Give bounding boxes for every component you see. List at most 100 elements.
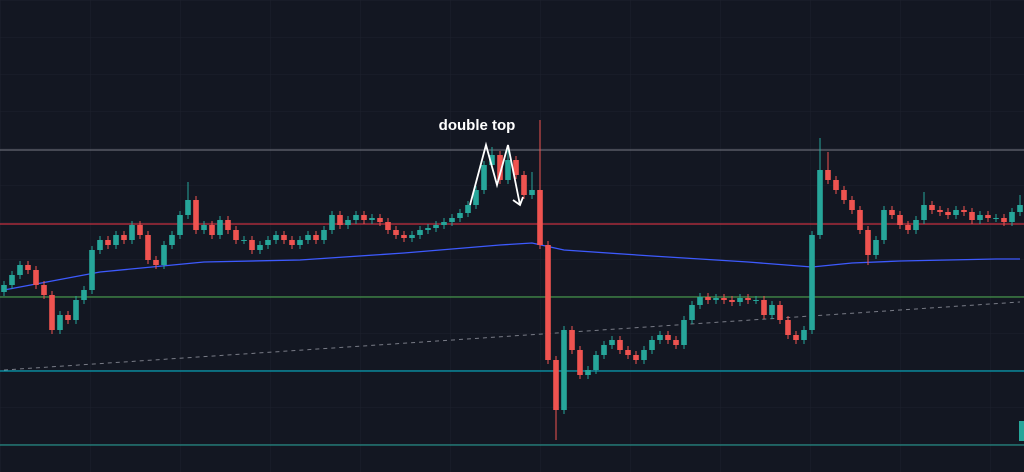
candle-body (673, 340, 679, 345)
candle-body (369, 218, 375, 220)
candle-body (769, 305, 775, 315)
candle-body (89, 250, 95, 290)
candle-body (177, 215, 183, 235)
candle-body (737, 298, 743, 302)
candle-body (225, 220, 231, 230)
candle-body (57, 315, 63, 330)
candle-body (505, 160, 511, 180)
candle-body (897, 215, 903, 225)
candle-body (529, 190, 535, 195)
candle-body (361, 215, 367, 220)
candle-body (833, 180, 839, 190)
candle-body (553, 360, 559, 410)
candle-body (1009, 212, 1015, 222)
candle-body (585, 370, 591, 375)
candle-body (641, 350, 647, 360)
candle-body (273, 235, 279, 240)
candle-body (1017, 205, 1023, 212)
candle-body (921, 205, 927, 220)
candle-body (681, 320, 687, 345)
candle-body (785, 320, 791, 335)
candle-body (73, 300, 79, 320)
price-marker (1019, 421, 1024, 441)
candle-body (609, 340, 615, 345)
candle-body (465, 205, 471, 213)
candle-body (841, 190, 847, 200)
candle-body (233, 230, 239, 240)
candle-body (929, 205, 935, 210)
candle-body (113, 235, 119, 245)
candle-body (569, 330, 575, 350)
candle-body (9, 275, 15, 285)
candle-body (729, 300, 735, 302)
trend-line (3, 301, 1021, 371)
candle-body (193, 200, 199, 230)
candle-body (809, 235, 815, 330)
candle-body (617, 340, 623, 350)
candle-body (849, 200, 855, 210)
candle-body (953, 210, 959, 215)
candle-body (713, 298, 719, 300)
candle-body (633, 355, 639, 360)
candle-body (65, 315, 71, 320)
candle-body (289, 240, 295, 245)
candle-body (561, 330, 567, 410)
candle-body (753, 300, 759, 301)
annotation: double top (439, 117, 516, 134)
candle-body (889, 210, 895, 215)
candle-body (201, 225, 207, 230)
candle-body (665, 335, 671, 340)
candle-body (865, 230, 871, 255)
candle-body (705, 297, 711, 300)
candle-body (265, 240, 271, 245)
candle-body (97, 240, 103, 250)
candle-body (777, 305, 783, 320)
candle-body (409, 235, 415, 238)
candle-body (441, 222, 447, 225)
moving-average (3, 242, 1020, 291)
candle-body (913, 220, 919, 230)
candle-body (17, 265, 23, 275)
candle-body (337, 215, 343, 225)
candle-body (649, 340, 655, 350)
candle-body (489, 155, 495, 165)
candle-body (169, 235, 175, 245)
candle-body (49, 295, 55, 330)
candle-body (857, 210, 863, 230)
candle-body (937, 210, 943, 212)
candle-body (321, 230, 327, 240)
candle-body (697, 297, 703, 305)
candle-body (41, 285, 47, 295)
plot-area (0, 120, 1024, 446)
candle-body (353, 215, 359, 220)
candle-body (217, 220, 223, 235)
candle-body (401, 235, 407, 238)
candle-body (185, 200, 191, 215)
candle-body (881, 210, 887, 240)
candle-body (249, 240, 255, 250)
candle-body (393, 230, 399, 235)
candle-body (385, 222, 391, 230)
candle-body (537, 190, 543, 245)
candle-body (137, 225, 143, 235)
candle-body (121, 235, 127, 240)
candle-body (129, 225, 135, 240)
candle-body (985, 215, 991, 218)
candle-body (905, 225, 911, 230)
candle-body (457, 213, 463, 218)
candle-body (329, 215, 335, 230)
candle-body (513, 160, 519, 175)
candle-body (601, 345, 607, 355)
candle-body (313, 235, 319, 240)
candle-body (81, 290, 87, 300)
candle-body (577, 350, 583, 375)
candle-body (689, 305, 695, 320)
candle-body (761, 300, 767, 315)
candle-body (625, 350, 631, 355)
candle-body (417, 230, 423, 235)
candle-body (657, 335, 663, 340)
candle-body (969, 212, 975, 220)
candle-body (33, 270, 39, 285)
